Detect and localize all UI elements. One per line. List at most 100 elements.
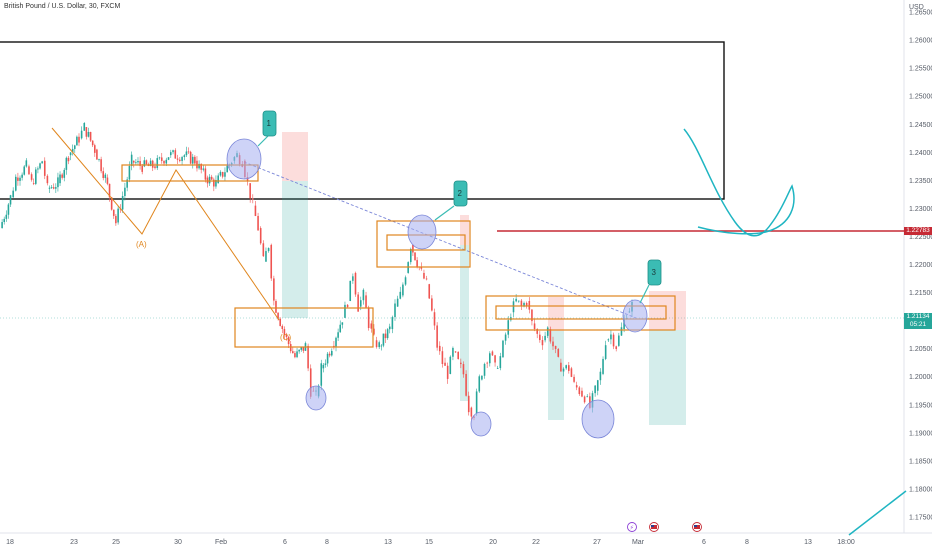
highlight-circle-low-2[interactable] <box>470 411 492 437</box>
candle-body <box>507 320 510 335</box>
trendline[interactable] <box>243 161 637 319</box>
candle-body <box>491 351 494 356</box>
candle-body <box>80 130 83 139</box>
callout-label-1: 1 <box>267 119 272 128</box>
candle-body <box>394 303 396 318</box>
candle-body <box>335 337 337 347</box>
currency-label: USD <box>909 4 924 11</box>
candle-body <box>121 196 124 210</box>
candle-body <box>431 298 433 311</box>
x-tick-label: 8 <box>745 539 749 546</box>
candle-body <box>265 251 267 262</box>
candle-body <box>533 323 536 329</box>
candle-body <box>349 280 352 302</box>
candle-body <box>257 215 259 231</box>
candle-body <box>15 176 17 191</box>
risk-zone-3[interactable] <box>548 297 564 331</box>
candle-body <box>208 176 211 184</box>
highlight-circle-3[interactable] <box>622 299 648 333</box>
supply-zone-box[interactable] <box>0 41 725 200</box>
callout-3[interactable]: 3 <box>639 259 662 304</box>
candle-body <box>483 363 486 376</box>
reward-zone-2[interactable] <box>460 245 469 401</box>
orange-zone-4-inner[interactable] <box>495 305 667 320</box>
candle-body <box>478 376 481 392</box>
reward-zone-3[interactable] <box>548 331 564 420</box>
candle-body <box>198 163 200 169</box>
orange-zone-1[interactable] <box>121 164 259 182</box>
risk-zone-2[interactable] <box>460 215 469 245</box>
level-price-label: 1.22783 <box>904 227 932 235</box>
candle-body <box>169 152 172 156</box>
risk-zone-1[interactable] <box>282 132 308 181</box>
candle-body <box>281 325 284 330</box>
candle-body <box>292 351 294 354</box>
freehand-curve[interactable] <box>683 128 795 237</box>
risk-zone-4[interactable] <box>649 291 686 330</box>
candle-body <box>416 260 418 267</box>
candle-body <box>137 161 139 163</box>
reward-zone-1[interactable] <box>282 181 308 318</box>
candle-body <box>17 177 19 181</box>
freehand-arrow-line[interactable] <box>848 490 907 536</box>
candle-body <box>112 209 115 216</box>
callout-1[interactable]: 1 <box>257 110 277 147</box>
reward-zone-4[interactable] <box>649 330 686 425</box>
candle-body <box>420 267 423 269</box>
candle-body <box>404 277 407 285</box>
candle-body <box>106 177 109 184</box>
candle-body <box>309 368 312 397</box>
candle-body <box>423 272 425 279</box>
candle-body <box>176 158 179 160</box>
candle-body <box>83 122 86 131</box>
highlight-circle-2[interactable] <box>407 214 437 250</box>
candle-body <box>287 337 290 345</box>
event-icon-flag-2[interactable] <box>692 522 702 532</box>
highlight-circle-low-3[interactable] <box>581 399 615 439</box>
candle-body <box>213 179 215 187</box>
y-tick-label: 1.23500 <box>909 178 932 185</box>
candle-body <box>320 363 323 386</box>
candle-body <box>52 187 55 189</box>
candle-body <box>499 356 502 369</box>
candle-body <box>141 165 143 172</box>
candle-body <box>132 160 135 163</box>
candle-body <box>194 156 196 164</box>
candle-body <box>25 160 28 167</box>
candle-body <box>59 174 61 184</box>
y-axis-ticks: 1.26500 1.26000 1.25500 1.25000 1.24500 1.240… <box>909 10 932 522</box>
orange-zone-3[interactable] <box>234 307 374 348</box>
event-icon-flag-1[interactable] <box>649 522 659 532</box>
candle-body <box>602 358 604 374</box>
candle-body <box>165 159 168 164</box>
wave-zigzag[interactable] <box>51 127 280 321</box>
candle-body <box>494 355 496 363</box>
highlight-circle-low-1[interactable] <box>305 385 327 411</box>
candle-body <box>467 395 470 413</box>
candle-body <box>481 375 483 380</box>
candle-body <box>267 248 270 252</box>
candle-body <box>586 396 589 398</box>
candle-body <box>565 365 567 369</box>
candle-body <box>560 362 562 372</box>
event-icon-lightning[interactable]: ⚡ <box>627 522 637 532</box>
candle-body <box>462 364 465 375</box>
candle-body <box>57 177 59 188</box>
orange-zone-4-outer[interactable] <box>485 295 676 331</box>
candle-body <box>259 228 262 244</box>
candle-body <box>187 151 190 153</box>
candle-body <box>388 326 391 330</box>
candle-body <box>599 371 602 381</box>
candle-body <box>557 348 560 357</box>
candle-body <box>517 300 520 302</box>
candle-body <box>552 341 554 347</box>
candle-body <box>215 180 217 187</box>
candle-body <box>69 152 72 156</box>
callout-2[interactable]: 2 <box>434 180 468 221</box>
candle-body <box>179 159 181 161</box>
x-tick-label: 8 <box>325 539 329 546</box>
candle-body <box>512 301 515 313</box>
highlight-circle-1[interactable] <box>226 138 262 180</box>
x-tick-label: 25 <box>112 539 120 546</box>
